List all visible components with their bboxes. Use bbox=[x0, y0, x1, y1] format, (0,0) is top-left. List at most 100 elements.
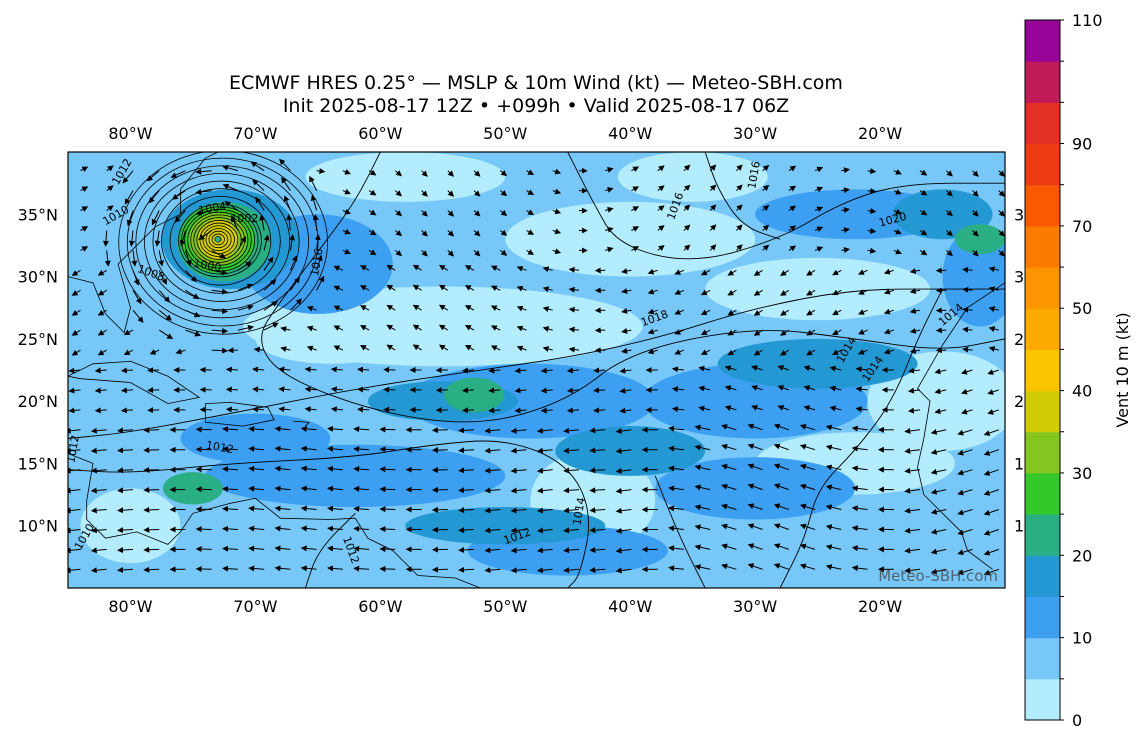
wind-arrow bbox=[510, 567, 527, 574]
wind-arrow bbox=[499, 229, 508, 236]
wind-arrow bbox=[683, 204, 691, 211]
wind-arrow bbox=[668, 425, 684, 432]
wind-arrow bbox=[957, 429, 973, 436]
wind-arrow bbox=[814, 226, 824, 233]
wind-arrow bbox=[563, 487, 580, 494]
wind-arrow bbox=[631, 166, 640, 172]
wind-arrow bbox=[488, 407, 501, 414]
wind-arrow bbox=[605, 167, 614, 173]
wind-arrow bbox=[945, 210, 953, 217]
wind-arrow bbox=[421, 250, 428, 257]
wind-arrow bbox=[379, 466, 396, 473]
wind-arrow bbox=[825, 564, 842, 571]
wind-arrow bbox=[120, 387, 134, 394]
wind-arrow bbox=[274, 485, 291, 492]
wind-arrow bbox=[312, 214, 319, 231]
wind-arrow bbox=[566, 367, 580, 374]
wind-arrow bbox=[806, 329, 816, 336]
wind-arrow bbox=[237, 304, 254, 311]
wind-arrow bbox=[222, 565, 238, 572]
wind-arrow bbox=[799, 443, 816, 451]
wind-arrow bbox=[983, 449, 999, 456]
wind-arrow bbox=[788, 165, 797, 172]
colorbar-swatch bbox=[1025, 308, 1060, 350]
wind-arrow bbox=[799, 563, 816, 570]
wind-arrow bbox=[195, 188, 212, 195]
wind-arrow bbox=[615, 467, 632, 474]
wind-arrow bbox=[631, 226, 640, 232]
wind-arrow bbox=[657, 205, 665, 212]
wind-arrow bbox=[357, 406, 370, 413]
wind-arrow bbox=[510, 547, 527, 554]
wind-arrow bbox=[379, 565, 396, 572]
wind-arrow bbox=[90, 447, 107, 454]
wind-arrow bbox=[97, 269, 107, 276]
wind-arrow bbox=[314, 234, 321, 251]
wind-arrow bbox=[421, 190, 428, 197]
wind-arrow bbox=[342, 168, 351, 175]
wind-arrow bbox=[368, 209, 377, 216]
wind-arrow bbox=[224, 201, 239, 211]
wind-arrow bbox=[814, 246, 824, 253]
wind-arrow bbox=[222, 466, 238, 473]
wind-arrow bbox=[934, 408, 947, 415]
wind-arrow bbox=[171, 190, 186, 200]
wind-arrow bbox=[851, 505, 868, 512]
wind-arrow bbox=[263, 234, 270, 251]
wind-arrow bbox=[841, 227, 850, 233]
wind-arrow bbox=[300, 445, 317, 452]
wind-arrow bbox=[998, 210, 1005, 217]
coastline bbox=[1004, 201, 1005, 202]
wind-arrow bbox=[647, 308, 658, 315]
wind-arrow bbox=[960, 408, 973, 415]
wind-arrow bbox=[806, 289, 816, 296]
wind-arrow bbox=[327, 545, 343, 552]
wind-arrow bbox=[222, 164, 239, 172]
wind-arrow bbox=[462, 387, 475, 394]
wind-arrow bbox=[94, 407, 107, 414]
wind-arrow bbox=[342, 188, 351, 195]
wind-arrow bbox=[957, 489, 973, 496]
wind-arrow bbox=[814, 166, 824, 173]
wind-arrow bbox=[526, 169, 535, 176]
wind-arrow bbox=[117, 507, 134, 514]
wind-arrow bbox=[342, 208, 351, 215]
wind-arrow bbox=[806, 309, 816, 316]
wind-arrow bbox=[747, 563, 763, 570]
longitude-label: 20°W bbox=[858, 597, 902, 616]
wind-area bbox=[162, 472, 223, 505]
wind-arrow bbox=[694, 504, 711, 511]
wind-arrow bbox=[930, 429, 947, 435]
wind-arrow bbox=[540, 407, 553, 414]
cyclone-isobar bbox=[211, 233, 225, 246]
wind-arrow bbox=[832, 349, 842, 355]
wind-arrow bbox=[80, 186, 89, 192]
wind-arrow bbox=[222, 485, 238, 492]
wind-arrow bbox=[721, 463, 737, 471]
wind-arrow bbox=[300, 505, 317, 512]
wind-arrow bbox=[983, 568, 999, 576]
wind-arrow bbox=[359, 265, 370, 271]
wind-arrow bbox=[514, 367, 527, 374]
wind-arrow bbox=[983, 429, 999, 436]
latitude-label: 25°N bbox=[18, 330, 58, 349]
wind-arrow bbox=[972, 230, 979, 237]
wind-arrow bbox=[304, 386, 317, 393]
wind-arrow bbox=[71, 309, 81, 316]
wind-arrow bbox=[674, 309, 685, 315]
wind-area bbox=[717, 338, 918, 389]
wind-arrow bbox=[589, 547, 606, 554]
wind-arrow bbox=[306, 325, 317, 332]
cyclone-isobar bbox=[169, 195, 272, 286]
wind-arrow bbox=[458, 487, 475, 494]
wind-arrow bbox=[657, 185, 665, 192]
wind-arrow bbox=[248, 465, 265, 472]
wind-arrow bbox=[552, 188, 562, 195]
wind-arrow bbox=[106, 185, 114, 192]
wind-arrow bbox=[386, 344, 396, 351]
wind-arrow bbox=[563, 547, 580, 554]
wind-arrow bbox=[724, 385, 737, 392]
wind-arrow bbox=[117, 447, 134, 454]
wind-arrow bbox=[71, 269, 81, 276]
wind-arrow bbox=[753, 349, 763, 356]
